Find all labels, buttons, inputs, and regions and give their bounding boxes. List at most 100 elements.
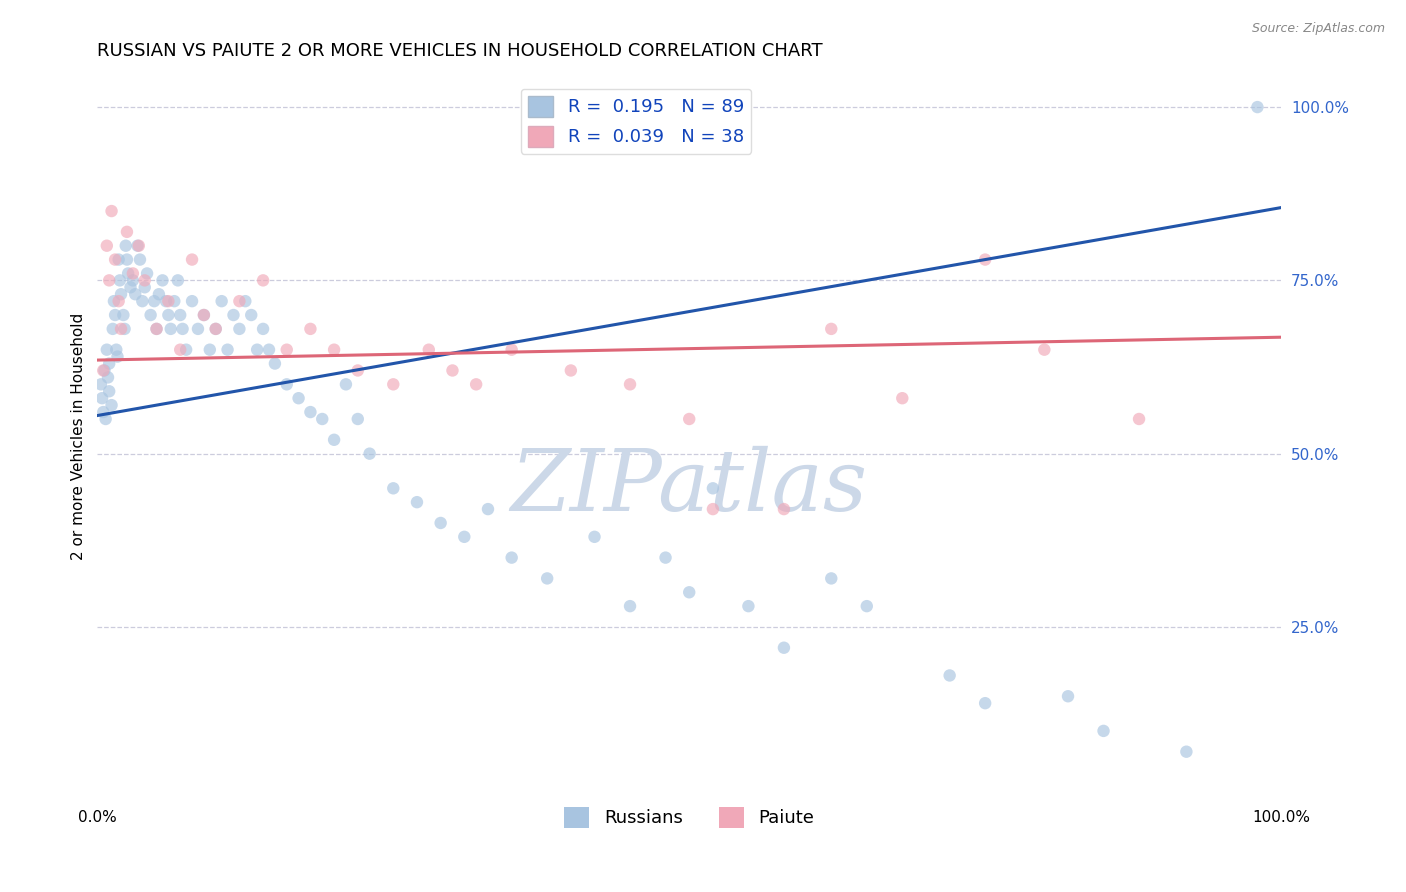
Point [148, 287, 170, 301]
Point [1057, 690, 1080, 704]
Point [155, 294, 177, 309]
Point [678, 585, 700, 599]
Point [619, 599, 641, 614]
Point [100, 204, 122, 219]
Point [128, 238, 150, 252]
Point [193, 308, 215, 322]
Point [891, 391, 914, 405]
Point [96, 238, 118, 252]
Point [166, 273, 188, 287]
Point [204, 322, 226, 336]
Point [121, 273, 143, 287]
Point [100, 398, 122, 412]
Point [134, 280, 156, 294]
Point [477, 502, 499, 516]
Point [110, 287, 132, 301]
Point [501, 550, 523, 565]
Point [560, 363, 582, 377]
Point [346, 412, 368, 426]
Point [820, 322, 842, 336]
Point [359, 447, 381, 461]
Point [246, 343, 269, 357]
Point [536, 571, 558, 585]
Point [112, 308, 135, 322]
Point [276, 343, 298, 357]
Point [335, 377, 357, 392]
Point [98, 384, 121, 399]
Point [105, 343, 128, 357]
Point [145, 322, 167, 336]
Text: RUSSIAN VS PAIUTE 2 OR MORE VEHICLES IN HOUSEHOLD CORRELATION CHART: RUSSIAN VS PAIUTE 2 OR MORE VEHICLES IN … [97, 42, 823, 60]
Point [299, 322, 322, 336]
Point [1246, 100, 1268, 114]
Point [172, 322, 194, 336]
Point [299, 405, 322, 419]
Point [98, 357, 121, 371]
Point [252, 273, 274, 287]
Point [163, 294, 186, 309]
Point [96, 343, 118, 357]
Point [323, 433, 346, 447]
Point [453, 530, 475, 544]
Point [114, 238, 136, 252]
Point [382, 377, 405, 392]
Point [103, 294, 125, 309]
Point [228, 294, 250, 309]
Point [406, 495, 429, 509]
Point [773, 502, 796, 516]
Point [382, 481, 405, 495]
Point [139, 308, 162, 322]
Point [264, 357, 287, 371]
Point [120, 280, 142, 294]
Point [169, 308, 191, 322]
Point [108, 273, 131, 287]
Legend: Russians, Paiute: Russians, Paiute [557, 799, 821, 835]
Point [240, 308, 263, 322]
Point [187, 322, 209, 336]
Point [169, 343, 191, 357]
Point [855, 599, 877, 614]
Point [110, 322, 132, 336]
Point [145, 322, 167, 336]
Point [91, 391, 114, 405]
Point [91, 405, 114, 419]
Point [97, 370, 120, 384]
Point [143, 294, 166, 309]
Point [204, 322, 226, 336]
Point [429, 516, 451, 530]
Point [311, 412, 333, 426]
Point [115, 252, 138, 267]
Point [257, 343, 280, 357]
Point [181, 294, 204, 309]
Point [974, 252, 997, 267]
Point [115, 225, 138, 239]
Point [1033, 343, 1056, 357]
Point [129, 252, 152, 267]
Point [104, 308, 127, 322]
Point [501, 343, 523, 357]
Point [252, 322, 274, 336]
Text: Source: ZipAtlas.com: Source: ZipAtlas.com [1251, 22, 1385, 36]
Point [441, 363, 464, 377]
Point [233, 294, 256, 309]
Point [157, 294, 180, 309]
Point [157, 308, 180, 322]
Point [136, 267, 159, 281]
Point [131, 294, 153, 309]
Point [90, 377, 112, 392]
Point [773, 640, 796, 655]
Point [107, 294, 129, 309]
Point [465, 377, 488, 392]
Point [737, 599, 759, 614]
Point [938, 668, 960, 682]
Point [217, 343, 239, 357]
Point [91, 363, 114, 377]
Point [323, 343, 346, 357]
Point [583, 530, 606, 544]
Point [104, 252, 127, 267]
Y-axis label: 2 or more Vehicles in Household: 2 or more Vehicles in Household [72, 313, 86, 560]
Point [159, 322, 181, 336]
Point [974, 696, 997, 710]
Point [276, 377, 298, 392]
Point [127, 238, 149, 252]
